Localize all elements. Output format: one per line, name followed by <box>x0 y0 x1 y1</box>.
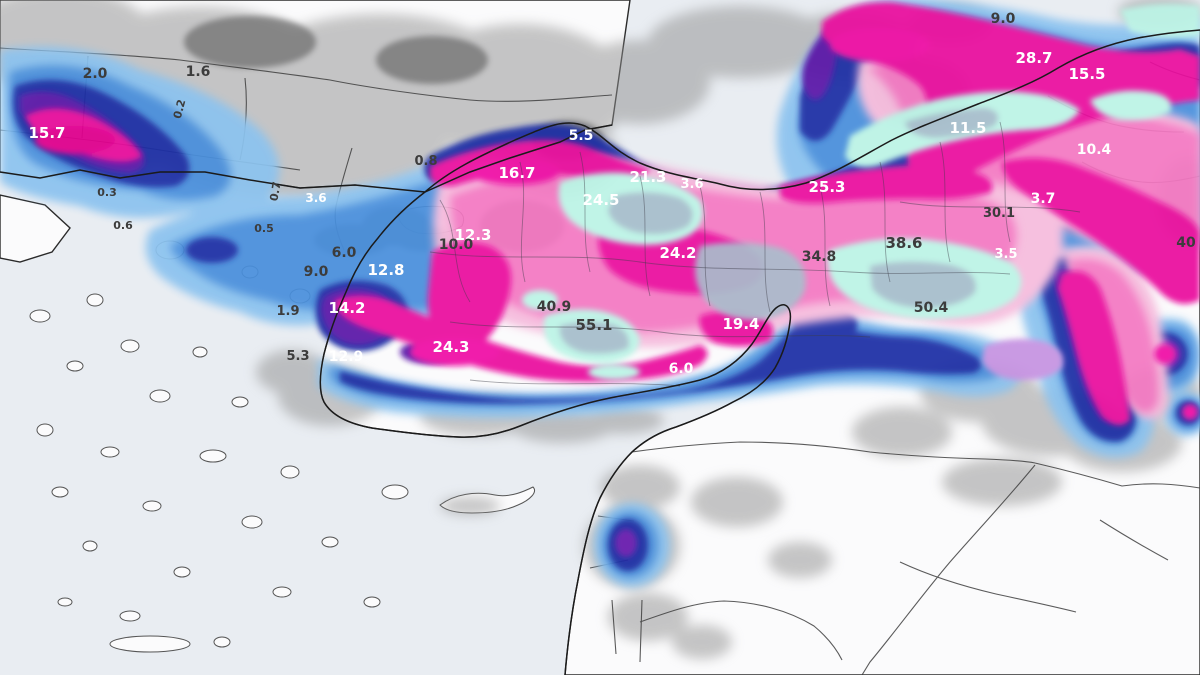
value-label: 11.5 <box>949 119 986 137</box>
value-label: 0.7 <box>267 181 283 202</box>
value-label: 2.0 <box>83 66 108 82</box>
value-label: 19.4 <box>722 315 759 333</box>
value-label: 0.8 <box>414 154 437 169</box>
value-labels-layer: 2.0 1.6 0.2 15.7 0.8 5.5 16.7 21.3 3.6 24.5 25.3 0.… <box>28 11 1196 377</box>
value-label: 6.0 <box>332 245 357 261</box>
value-label: 12.8 <box>367 261 404 279</box>
value-label: 0.2 <box>171 98 189 120</box>
value-label: 3.6 <box>305 191 326 205</box>
value-label: 9.0 <box>991 11 1016 27</box>
value-label: 40 <box>1176 235 1196 251</box>
value-label: 3.5 <box>994 247 1017 262</box>
province-borders-layer <box>429 121 1081 387</box>
value-label: 9.0 <box>304 264 329 280</box>
value-label: 21.3 <box>629 168 666 186</box>
value-label: 12.9 <box>329 349 364 365</box>
value-label: 12.3 <box>454 226 491 244</box>
value-label: 0.6 <box>113 219 133 232</box>
value-label: 30.1 <box>983 206 1015 221</box>
coastline-overlay <box>0 29 1200 675</box>
value-label: 15.5 <box>1068 65 1105 83</box>
value-label: 6.0 <box>669 361 694 377</box>
value-label: 15.7 <box>28 124 65 142</box>
value-label: 38.6 <box>885 234 922 252</box>
value-label: 34.8 <box>802 249 837 265</box>
value-label: 10.4 <box>1077 142 1112 158</box>
precipitation-layer <box>0 0 1200 587</box>
value-label: 0.3 <box>97 186 117 199</box>
value-label: 40.9 <box>537 299 572 315</box>
value-label: 55.1 <box>575 316 612 334</box>
value-label: 24.2 <box>659 244 696 262</box>
value-label: 16.7 <box>498 164 535 182</box>
value-label: 28.7 <box>1015 49 1052 67</box>
value-label: 25.3 <box>808 178 845 196</box>
value-label: 10.0 <box>439 237 474 253</box>
value-label: 24.5 <box>582 191 619 209</box>
value-label: 5.5 <box>569 128 594 144</box>
value-label: 3.6 <box>680 177 703 192</box>
value-label: 1.9 <box>276 304 299 319</box>
value-label: 24.3 <box>432 338 469 356</box>
value-label: 0.5 <box>254 222 274 235</box>
value-label: 5.3 <box>286 349 309 364</box>
value-label: 14.2 <box>328 299 365 317</box>
value-label: 1.6 <box>186 64 211 80</box>
value-label: 50.4 <box>914 300 949 316</box>
value-label: 3.7 <box>1031 191 1056 207</box>
greece-edge <box>0 194 71 263</box>
